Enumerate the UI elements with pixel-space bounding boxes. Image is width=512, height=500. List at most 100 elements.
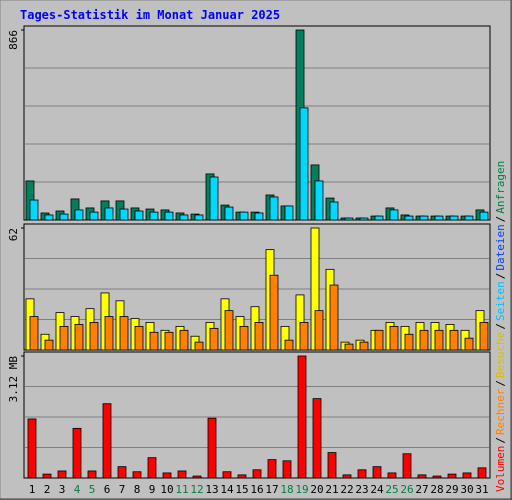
- bar: [449, 215, 459, 221]
- bar: [27, 418, 37, 479]
- bar: [284, 339, 294, 351]
- bar: [434, 215, 444, 221]
- x-tick-label: 22: [340, 483, 353, 496]
- bar: [89, 322, 99, 351]
- bar: [134, 325, 144, 351]
- bar: [432, 475, 442, 479]
- x-tick-label: 31: [475, 483, 488, 496]
- legend-separator: /: [494, 216, 507, 223]
- bar: [102, 403, 112, 479]
- bar: [224, 206, 234, 221]
- bar: [254, 212, 264, 221]
- bar: [119, 208, 129, 221]
- bar: [177, 470, 187, 479]
- y-tick-label: 866: [7, 30, 20, 50]
- x-tick-label: 27: [415, 483, 428, 496]
- bar: [87, 470, 97, 479]
- bar: [434, 329, 444, 351]
- x-tick-label: 1: [29, 483, 36, 496]
- bar: [329, 284, 339, 351]
- bar: [104, 316, 114, 351]
- bar: [477, 467, 487, 479]
- plot-area: [23, 25, 491, 221]
- bar: [132, 471, 142, 479]
- x-tick-label: 17: [265, 483, 278, 496]
- bar: [164, 211, 174, 221]
- bar: [89, 211, 99, 221]
- legend-entry: Volumen: [494, 446, 507, 492]
- plot-area: [23, 351, 491, 479]
- bar: [72, 427, 82, 479]
- x-tick-label: 6: [104, 483, 111, 496]
- bar: [359, 217, 369, 221]
- x-tick-label: 18: [280, 483, 293, 496]
- bar: [209, 327, 219, 351]
- legend-separator: /: [494, 273, 507, 280]
- bar: [239, 211, 249, 221]
- bar: [267, 459, 277, 479]
- bar: [254, 322, 264, 351]
- bar: [59, 213, 69, 221]
- bar: [479, 211, 489, 221]
- bar: [239, 325, 249, 351]
- bar: [209, 176, 219, 221]
- x-tick-label: 2: [44, 483, 51, 496]
- chart-title: Tages-Statistik im Monat Januar 2025: [20, 8, 280, 22]
- bar: [402, 453, 412, 479]
- bar: [162, 472, 172, 479]
- bar: [57, 470, 67, 479]
- bar: [404, 215, 414, 221]
- legend-entry: Anfragen: [494, 161, 507, 214]
- x-tick-label: 26: [400, 483, 413, 496]
- bar: [192, 475, 202, 479]
- x-tick-label: 14: [220, 483, 234, 496]
- bar: [462, 472, 472, 479]
- bar: [269, 274, 279, 351]
- bar: [179, 214, 189, 221]
- x-tick-label: 11: [175, 483, 188, 496]
- bar: [149, 331, 159, 351]
- legend-separator: /: [494, 380, 507, 387]
- bar: [164, 331, 174, 351]
- bar: [252, 469, 262, 479]
- x-tick-label: 19: [295, 483, 308, 496]
- bar: [389, 325, 399, 351]
- bar: [299, 107, 309, 221]
- bar: [329, 201, 339, 221]
- y-tick-label: 3.12 MB: [7, 356, 20, 403]
- x-tick-label: 28: [430, 483, 443, 496]
- bar: [327, 452, 337, 479]
- bar: [447, 473, 457, 479]
- x-tick-label: 25: [385, 483, 398, 496]
- bar: [222, 471, 232, 479]
- bar: [134, 210, 144, 221]
- bar: [269, 196, 279, 221]
- legend-separator: /: [494, 437, 507, 444]
- x-tick-label: 15: [235, 483, 248, 496]
- bar: [299, 322, 309, 351]
- bar: [297, 355, 307, 479]
- bar: [117, 466, 127, 479]
- bar: [374, 215, 384, 221]
- legend-entry: Rechner: [494, 388, 507, 435]
- x-tick-label: 21: [325, 483, 338, 496]
- bar: [44, 214, 54, 221]
- bar: [314, 310, 324, 351]
- bar: [344, 343, 354, 351]
- x-tick-label: 7: [119, 483, 126, 496]
- x-tick-label: 4: [74, 483, 81, 496]
- x-tick-label: 29: [445, 483, 458, 496]
- bar: [479, 322, 489, 351]
- bar: [419, 329, 429, 351]
- bar: [344, 217, 354, 221]
- x-tick-label: 24: [370, 483, 384, 496]
- x-tick-label: 12: [190, 483, 203, 496]
- bar: [464, 215, 474, 221]
- bar: [194, 341, 204, 351]
- bar: [404, 333, 414, 351]
- bar: [389, 209, 399, 221]
- bar: [342, 474, 352, 479]
- bar: [74, 324, 84, 351]
- bar: [29, 199, 39, 221]
